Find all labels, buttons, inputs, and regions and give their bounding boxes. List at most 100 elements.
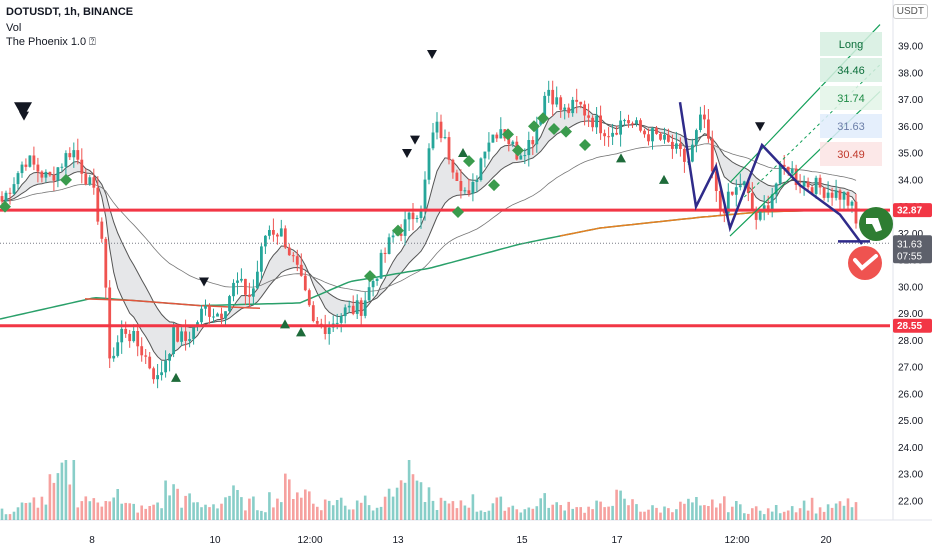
volume-bar [635,504,638,520]
candle-body [459,181,463,191]
volume-bar [204,504,207,520]
volume-bar [240,497,243,520]
symbol-title[interactable]: DOTUSDT, 1h, BINANCE [6,6,134,18]
volume-bar [834,503,838,520]
candle-body [112,355,116,359]
candle-body [184,331,187,341]
volume-bar [335,500,339,520]
candle-body [806,181,810,188]
volume-bar [407,460,411,520]
volume-bar [419,482,423,520]
candle-body [766,205,770,210]
candle-body [663,134,666,140]
candle-body [307,290,311,306]
volume-bar [184,495,187,520]
candle-body [718,191,722,212]
ema-ribbon-fill [2,106,856,361]
candle-body [355,300,359,314]
candle-body [48,171,52,176]
candle-body [826,192,830,198]
volume-bar [782,511,786,520]
short-signal-glyph [853,254,878,271]
indicator-legend[interactable]: The Phoenix 1.0 ⍰ [6,36,96,48]
volume-bar [679,501,682,520]
candle-body [479,158,483,180]
currency-badge[interactable]: USDT [892,4,928,19]
volume-bar [116,489,119,520]
candle-body [108,287,112,359]
candle-body [252,288,255,297]
candle-body [84,173,88,185]
candle-body [291,255,295,257]
candle-body [754,209,758,220]
volume-bar [312,503,315,520]
volume-bar [854,502,858,520]
candle-body [722,211,726,214]
volume-bar [288,479,291,520]
candle-body [36,164,40,172]
volume-bar [810,497,814,520]
candle-body [583,104,586,116]
candle-body [311,305,315,321]
candle-body [631,123,634,125]
x-tick-label: 13 [392,535,404,546]
volume-bar [774,505,778,520]
x-tick-label: 17 [611,535,623,546]
up-triangle-marker [296,327,306,337]
volume-bar [343,505,347,520]
candle-body [846,192,850,206]
candle-body [20,164,24,174]
candle-body [726,191,730,214]
volume-bar [40,496,44,520]
candle-body [399,233,403,236]
volume-bar [567,501,570,520]
volume-bar [439,497,443,520]
bar-countdown-label: 07:55 [897,251,922,262]
target-label: 31.74 [837,93,865,105]
candle-body [415,218,419,219]
y-tick-label: 22.00 [898,497,923,508]
volume-bar [754,506,758,520]
volume-bar [347,509,351,520]
volume-bar [284,473,287,520]
volume-legend[interactable]: Vol [6,22,22,34]
candle-body [240,278,243,281]
level-label-bg [893,203,932,218]
volume-bar [463,505,467,520]
volume-bar [531,508,535,520]
buy-signal-diamond [579,139,591,152]
candle-body [140,346,144,356]
pattern-zigzag [678,102,864,245]
volume-bar [100,506,104,520]
candle-body [12,184,16,194]
candle-body [28,155,32,167]
up-triangle-marker [659,174,669,184]
volume-bar [300,497,303,520]
x-tick-label: 8 [89,535,95,546]
volume-bar [180,507,183,520]
candle-body [730,191,734,195]
candle-body [734,187,738,195]
volume-bar [395,487,399,520]
up-triangle-marker [458,148,468,158]
candle-body [710,138,714,172]
volume-bar [826,504,830,520]
candle-body [555,97,559,105]
volume-bar [675,509,678,520]
candle-body [116,342,120,356]
volume-bar [551,504,554,520]
volume-bar [595,500,598,520]
y-tick-label: 24.00 [898,443,923,454]
volume-bar [48,474,52,520]
volume-bar [830,507,834,520]
volume-bar [20,502,24,520]
volume-bar [375,507,379,520]
volume-bar [104,501,108,520]
candle-body [611,132,614,137]
candle-body [623,120,626,122]
candle-body [303,275,307,291]
volume-bar [296,492,299,520]
candle-body [595,115,598,128]
volume-bar [236,490,239,520]
